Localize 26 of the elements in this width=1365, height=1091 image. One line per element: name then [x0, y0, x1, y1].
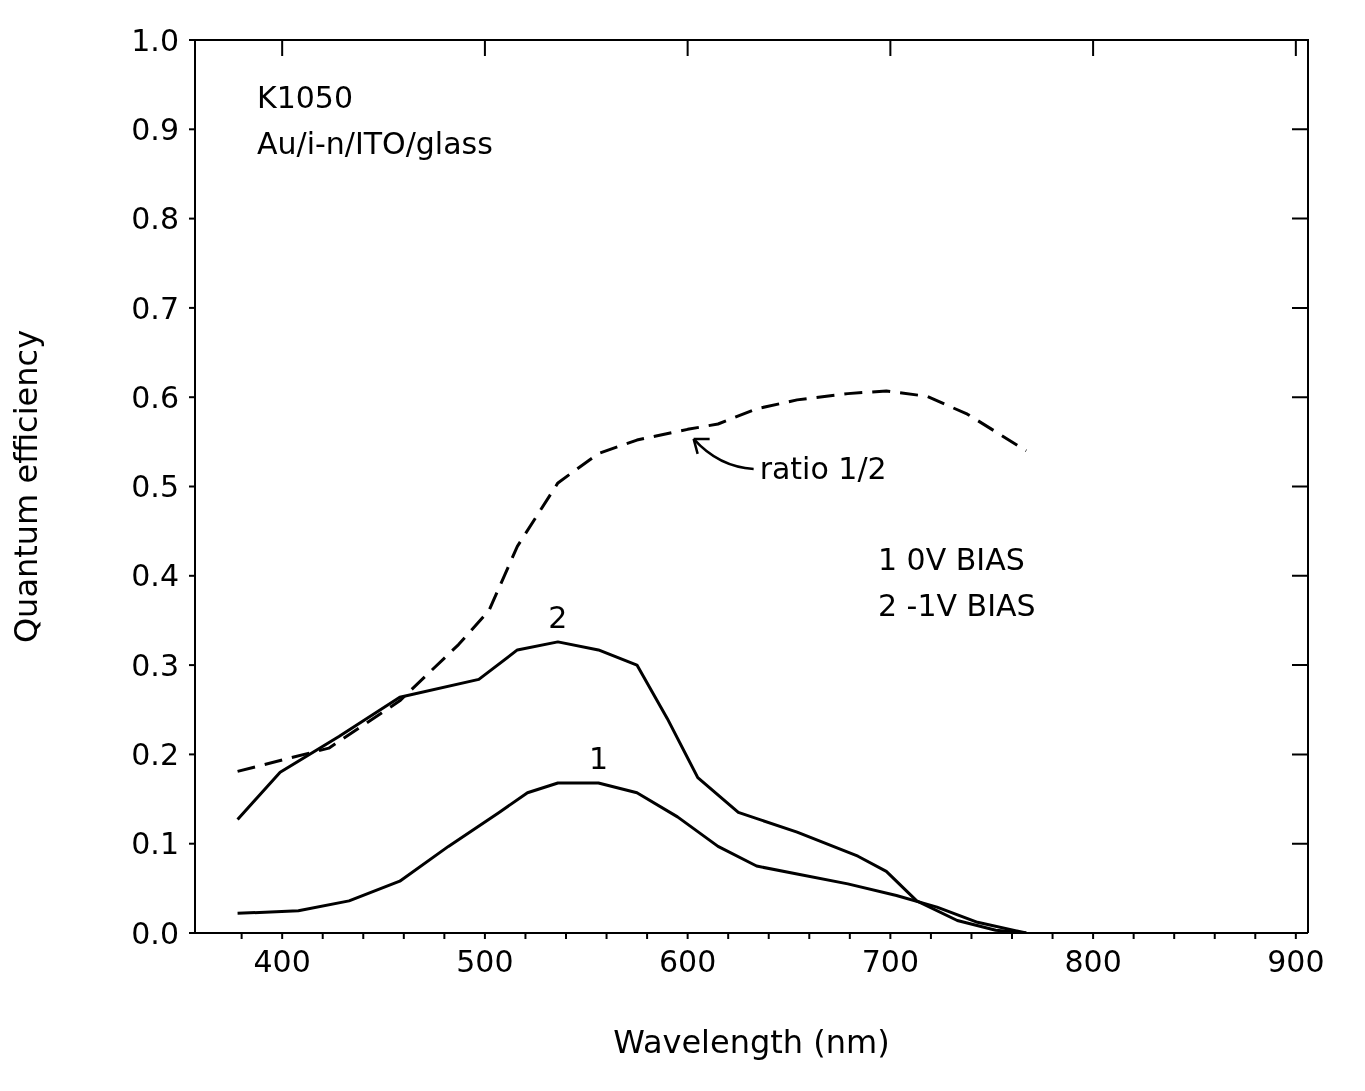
y-tick-label: 0.5: [131, 469, 179, 505]
y-tick-label: 0.4: [131, 558, 179, 594]
y-tick-label: 0.7: [131, 290, 179, 326]
y-axis-title: Quantum efficiency: [7, 329, 46, 644]
y-tick-label: 0.9: [131, 111, 179, 147]
y-tick-label: 1.0: [131, 22, 179, 58]
y-tick-label: 0.8: [131, 201, 179, 237]
y-tick-label: 0.0: [131, 915, 179, 951]
x-axis-title: Wavelength (nm): [613, 1023, 890, 1061]
y-tick-label: 0.1: [131, 826, 179, 862]
y-tick-label: 0.6: [131, 379, 179, 415]
annotation: 1: [588, 740, 608, 776]
annotation: 2: [548, 599, 568, 635]
x-tick-label: 900: [1267, 944, 1325, 980]
y-tick-label: 0.2: [131, 737, 179, 773]
annotation: K1050: [257, 80, 354, 115]
annotation: ratio 1/2: [759, 450, 887, 486]
x-tick-label: 600: [659, 944, 717, 980]
x-tick-label: 700: [861, 944, 919, 980]
annotation: 2 -1V BIAS: [878, 588, 1036, 623]
x-tick-label: 800: [1064, 944, 1122, 980]
annotation: Au/i-n/ITO/glass: [257, 126, 493, 161]
y-tick-label: 0.3: [131, 647, 179, 683]
x-tick-label: 500: [456, 944, 514, 980]
x-tick-label: 400: [253, 944, 311, 980]
annotation: 1 0V BIAS: [878, 542, 1025, 577]
